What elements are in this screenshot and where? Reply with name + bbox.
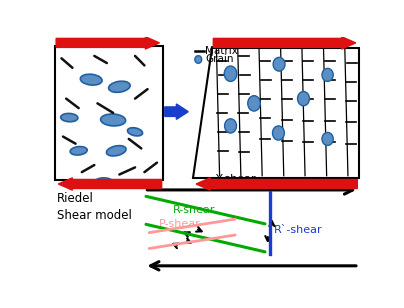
Ellipse shape (272, 126, 284, 140)
Ellipse shape (248, 96, 260, 111)
Ellipse shape (70, 147, 87, 155)
Text: Grain: Grain (206, 55, 234, 64)
Ellipse shape (322, 68, 333, 81)
FancyArrow shape (58, 178, 162, 190)
Text: Riedel
Shear model: Riedel Shear model (57, 192, 132, 222)
Ellipse shape (109, 81, 130, 92)
Ellipse shape (224, 66, 237, 81)
Ellipse shape (61, 113, 78, 122)
FancyArrow shape (196, 178, 358, 190)
Ellipse shape (322, 132, 333, 145)
Ellipse shape (128, 128, 143, 136)
Text: Y-shear: Y-shear (217, 174, 257, 184)
FancyBboxPatch shape (55, 47, 163, 180)
Ellipse shape (225, 119, 236, 133)
Text: R`-shear: R`-shear (274, 225, 323, 235)
FancyArrow shape (165, 104, 188, 120)
Text: P-shear: P-shear (158, 219, 200, 229)
Ellipse shape (101, 114, 126, 126)
Ellipse shape (106, 146, 126, 156)
Text: Matrix: Matrix (206, 46, 238, 56)
Ellipse shape (95, 178, 112, 185)
Ellipse shape (195, 56, 202, 63)
Ellipse shape (297, 91, 309, 106)
Ellipse shape (80, 74, 102, 85)
FancyArrow shape (213, 37, 356, 49)
Ellipse shape (273, 57, 285, 71)
Text: R-shear: R-shear (173, 205, 215, 215)
FancyArrow shape (56, 37, 160, 49)
Polygon shape (193, 48, 359, 178)
